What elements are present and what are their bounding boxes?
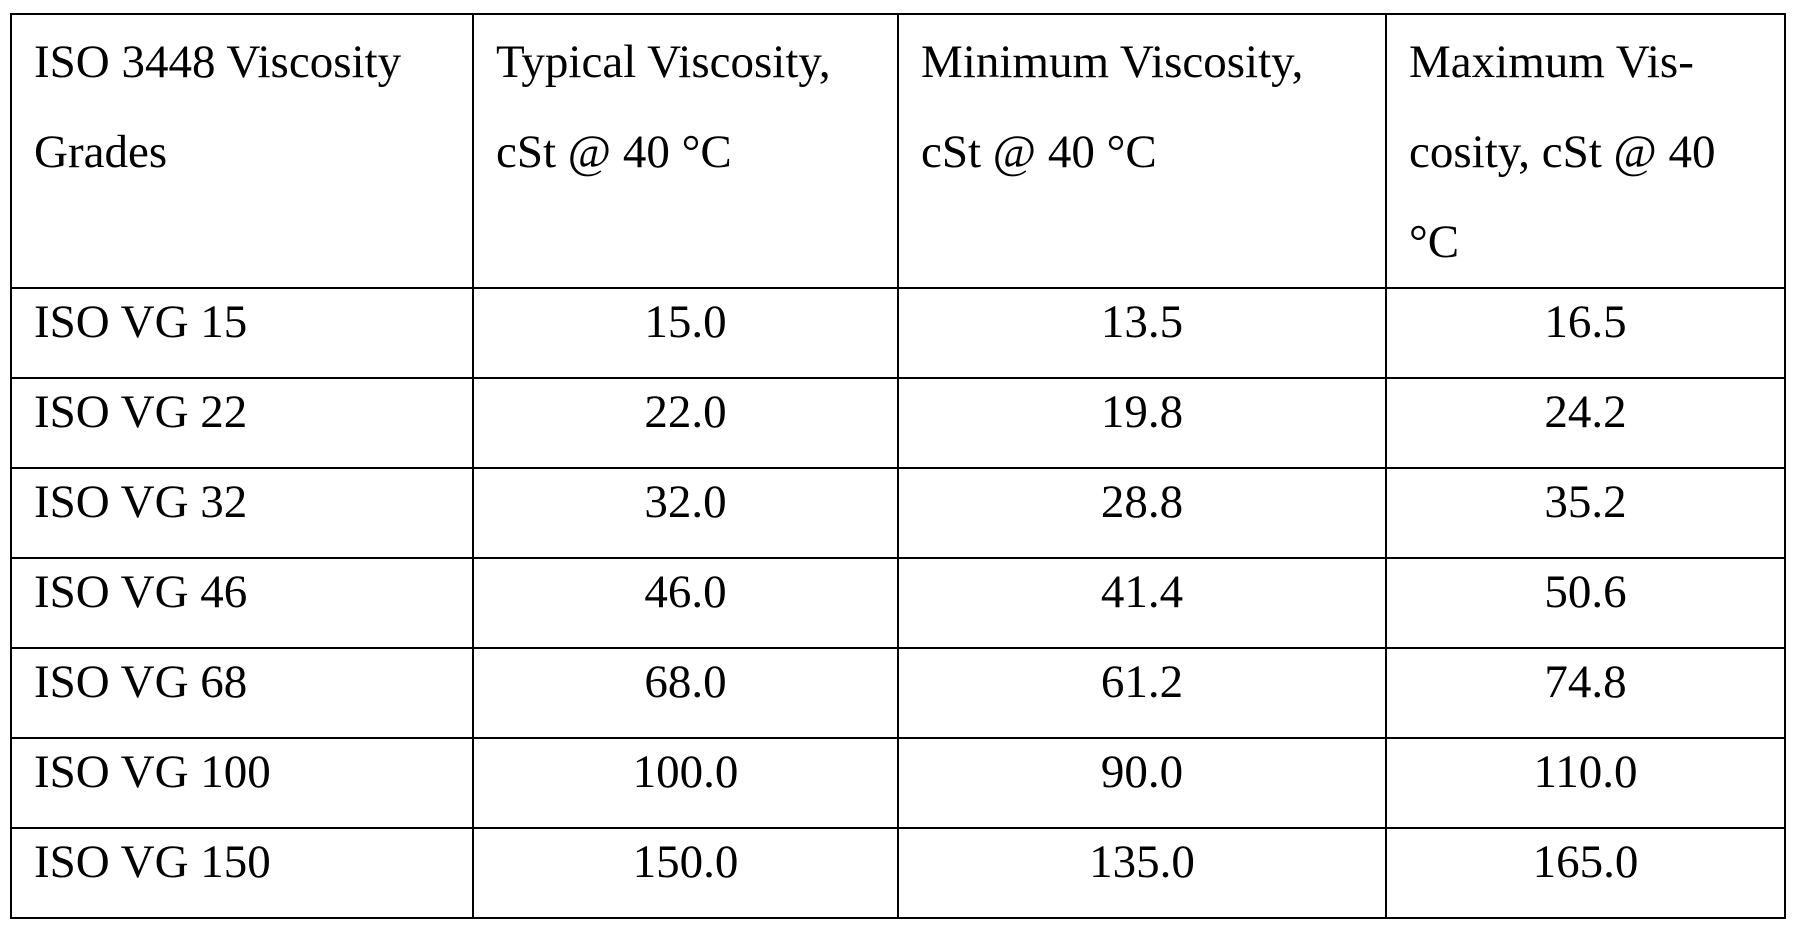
maximum-cell: 110.0 [1385, 737, 1786, 829]
table-row: ISO VG 22 22.0 19.8 24.2 [10, 377, 1786, 469]
maximum-cell: 35.2 [1385, 467, 1786, 559]
maximum-cell: 50.6 [1385, 557, 1786, 649]
table-body: ISO VG 15 15.0 13.5 16.5 ISO VG 22 22.0 … [10, 287, 1786, 919]
header-iso-grade: ISO 3448 Viscosity Grades [10, 13, 474, 289]
minimum-cell: 61.2 [897, 647, 1387, 739]
typical-cell: 46.0 [472, 557, 899, 649]
typical-cell: 32.0 [472, 467, 899, 559]
maximum-cell: 165.0 [1385, 827, 1786, 919]
maximum-cell: 24.2 [1385, 377, 1786, 469]
grade-cell: ISO VG 100 [10, 737, 474, 829]
grade-cell: ISO VG 68 [10, 647, 474, 739]
grade-cell: ISO VG 32 [10, 467, 474, 559]
header-typical-viscosity: Typical Viscosity, cSt @ 40 °C [472, 13, 899, 289]
table-row: ISO VG 100 100.0 90.0 110.0 [10, 737, 1786, 829]
grade-cell: ISO VG 150 [10, 827, 474, 919]
typical-cell: 100.0 [472, 737, 899, 829]
header-maximum-viscosity: Maximum Vis- cosity, cSt @ 40 °C [1385, 13, 1786, 289]
table-row: ISO VG 150 150.0 135.0 165.0 [10, 827, 1786, 919]
table-row: ISO VG 15 15.0 13.5 16.5 [10, 287, 1786, 379]
minimum-cell: 19.8 [897, 377, 1387, 469]
minimum-cell: 41.4 [897, 557, 1387, 649]
typical-cell: 15.0 [472, 287, 899, 379]
header-row: ISO 3448 Viscosity Grades Typical Viscos… [10, 13, 1786, 289]
minimum-cell: 90.0 [897, 737, 1387, 829]
grade-cell: ISO VG 22 [10, 377, 474, 469]
typical-cell: 150.0 [472, 827, 899, 919]
table-header: ISO 3448 Viscosity Grades Typical Viscos… [10, 13, 1786, 289]
typical-cell: 22.0 [472, 377, 899, 469]
maximum-cell: 16.5 [1385, 287, 1786, 379]
grade-cell: ISO VG 46 [10, 557, 474, 649]
grade-cell: ISO VG 15 [10, 287, 474, 379]
table-row: ISO VG 32 32.0 28.8 35.2 [10, 467, 1786, 559]
typical-cell: 68.0 [472, 647, 899, 739]
table-row: ISO VG 46 46.0 41.4 50.6 [10, 557, 1786, 649]
table-row: ISO VG 68 68.0 61.2 74.8 [10, 647, 1786, 739]
minimum-cell: 135.0 [897, 827, 1387, 919]
header-minimum-viscosity: Minimum Viscosity, cSt @ 40 °C [897, 13, 1387, 289]
minimum-cell: 28.8 [897, 467, 1387, 559]
viscosity-grade-table: ISO 3448 Viscosity Grades Typical Viscos… [10, 13, 1786, 919]
minimum-cell: 13.5 [897, 287, 1387, 379]
maximum-cell: 74.8 [1385, 647, 1786, 739]
